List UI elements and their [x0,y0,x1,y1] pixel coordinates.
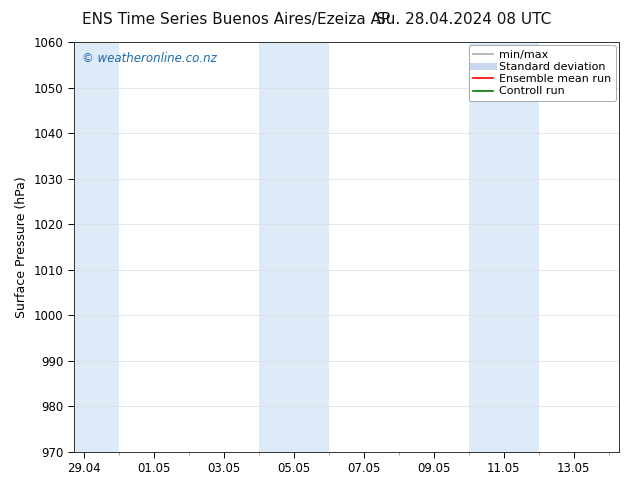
Bar [259,42,329,452]
Legend: min/max, Standard deviation, Ensemble mean run, Controll run: min/max, Standard deviation, Ensemble me… [469,46,616,101]
Text: © weatheronline.co.nz: © weatheronline.co.nz [82,52,217,65]
Text: Su. 28.04.2024 08 UTC: Su. 28.04.2024 08 UTC [377,12,552,27]
Bar [74,42,119,452]
Bar [469,42,539,452]
Text: ENS Time Series Buenos Aires/Ezeiza AP: ENS Time Series Buenos Aires/Ezeiza AP [82,12,391,27]
Y-axis label: Surface Pressure (hPa): Surface Pressure (hPa) [15,176,28,318]
